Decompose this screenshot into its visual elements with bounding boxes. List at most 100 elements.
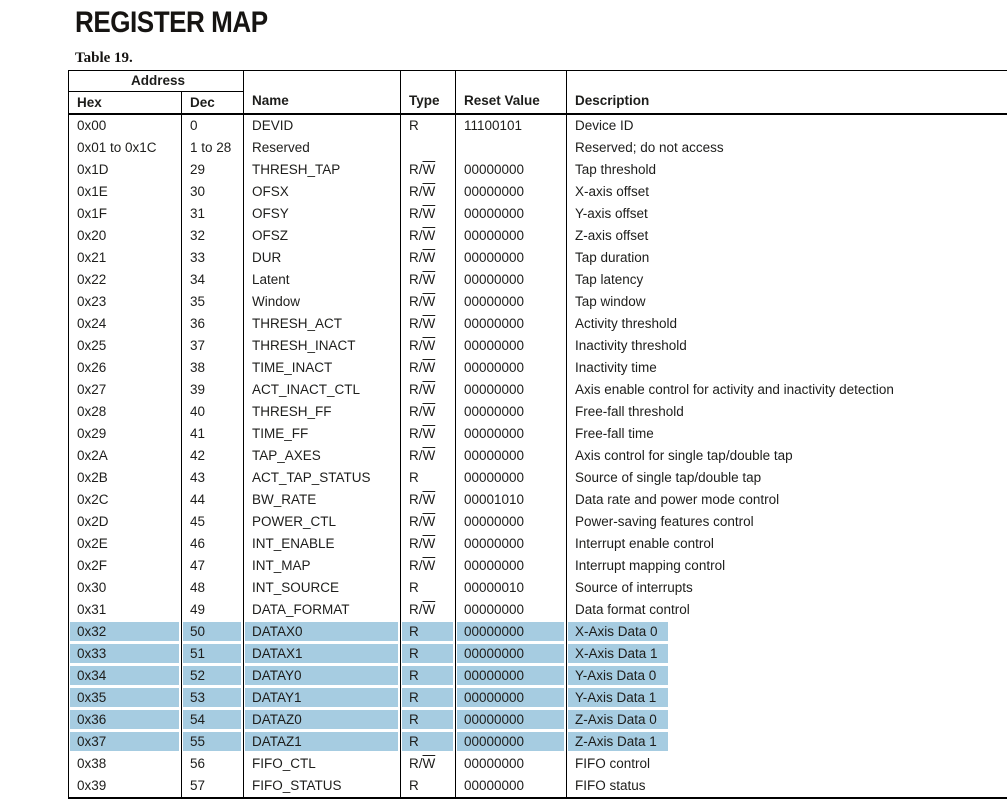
register-reset-value: 00000000 [455,202,567,225]
register-description: Interrupt mapping control [566,554,1007,577]
register-address-hex: 0x26 [77,359,107,375]
register-type: R/W [400,180,456,203]
register-name: DUR [243,246,401,269]
type-write-overline: W [422,227,436,243]
type-write-overline: W [422,601,436,617]
register-address-dec: 42 [181,444,244,467]
register-name: OFSY [243,202,401,225]
table-row: 0x36 54 DATAZ0 R 00000000 Z-Axis Data 0 [68,708,1007,731]
type-read-part: R [409,117,419,133]
type-write-overline: W [422,249,436,265]
type-read-part: R [409,711,419,727]
register-name: POWER_CTL [243,510,401,533]
register-address-dec: 55 [181,730,244,753]
table-row: 0x2E 46 INT_ENABLE R/W 00000000 Interrup… [69,532,1007,555]
register-table-body: 0x00 0 DEVID R 11100101 Device ID 0x01 t… [68,113,1007,798]
register-name: INT_SOURCE [243,576,401,599]
type-write-overline: W [422,337,436,353]
register-description: Y-Axis Data 0 [566,664,1007,687]
register-type: R/W [400,158,456,181]
register-reset-value: 00000000 [455,620,567,643]
register-reset-value: 00000000 [455,422,567,445]
table-row: 0x30 48 INT_SOURCE R 00000010 Source of … [69,576,1007,599]
register-address-hex: 0x36 [68,708,182,731]
table-row: 0x2A 42 TAP_AXES R/W 00000000 Axis contr… [69,444,1007,467]
table-row: 0x2F 47 INT_MAP R/W 00000000 Interrupt m… [69,554,1007,577]
register-address-dec: 47 [181,554,244,577]
register-address-dec: 33 [181,246,244,269]
type-read-part: R [409,645,419,661]
register-reset-value: 00000000 [455,224,567,247]
type-read-part: R [409,777,419,793]
register-address-dec: 56 [181,752,244,775]
register-description: Axis enable control for activity and ina… [566,378,1007,401]
register-address-hex: 0x38 [77,755,107,771]
register-reset-value: 00000000 [455,444,567,467]
type-read-part: R/ [409,513,423,529]
register-type: R/W [400,488,456,511]
register-name: Latent [243,268,401,291]
register-name: TAP_AXES [243,444,401,467]
register-address-hex: 0x22 [77,271,107,287]
register-name: DATAY1 [243,686,401,709]
type-write-overline: W [422,359,436,375]
register-address-dec: 0 [181,113,244,137]
page-title: REGISTER MAP [75,6,268,39]
type-read-part: R [409,733,419,749]
register-address-dec: 49 [181,598,244,621]
register-name: THRESH_INACT [243,334,401,357]
register-address-dec: 44 [181,488,244,511]
table-caption: Table 19. [75,50,133,66]
table-row: 0x2D 45 POWER_CTL R/W 00000000 Power-sav… [69,510,1007,533]
register-address-dec: 32 [181,224,244,247]
register-reset-value: 00000000 [455,554,567,577]
register-name: DATA_FORMAT [243,598,401,621]
register-address-hex: 0x24 [77,315,107,331]
type-read-part: R/ [409,161,423,177]
register-type: R [400,664,456,687]
type-write-overline: W [422,161,436,177]
register-description: Reserved; do not access [566,136,1007,159]
type-write-overline: W [422,425,436,441]
register-address-dec: 31 [181,202,244,225]
header-group-row: Address Name Type Reset Value Descriptio… [68,70,1007,115]
register-address-hex: 0x37 [68,730,182,753]
register-name: OFSZ [243,224,401,247]
type-read-part: R [409,623,419,639]
type-read-part: R/ [409,205,423,221]
register-description: Interrupt enable control [566,532,1007,555]
register-address-dec: 54 [181,708,244,731]
register-address-hex: 0x1D [77,161,109,177]
register-description: Power-saving features control [566,510,1007,533]
register-reset-value: 00001010 [455,488,567,511]
register-address-dec: 37 [181,334,244,357]
register-name: DATAX0 [243,620,401,643]
type-write-overline: W [422,447,436,463]
header-dec: Dec [181,91,244,115]
register-description: Y-Axis Data 1 [566,686,1007,709]
register-reset-value: 00000000 [455,686,567,709]
type-read-part: R [409,579,419,595]
register-reset-value: 00000000 [455,466,567,489]
register-reset-value: 00000000 [455,158,567,181]
table-row: 0x38 56 FIFO_CTL R/W 00000000 FIFO contr… [69,752,1007,775]
register-name: DATAZ1 [243,730,401,753]
register-address-hex: 0x32 [68,620,182,643]
table-row: 0x00 0 DEVID R 11100101 Device ID [69,113,1007,137]
register-name: THRESH_TAP [243,158,401,181]
register-description: FIFO status [566,774,1007,798]
register-type: R/W [400,422,456,445]
register-description: Inactivity threshold [566,334,1007,357]
register-type: R/W [400,532,456,555]
register-address-dec: 35 [181,290,244,313]
register-type: R/W [400,400,456,423]
register-reset-value: 00000000 [455,334,567,357]
register-name: INT_ENABLE [243,532,401,555]
register-type: R/W [400,444,456,467]
type-read-part: R/ [409,535,423,551]
register-description: Source of interrupts [566,576,1007,599]
register-reset-value: 11100101 [455,113,567,137]
table-row: 0x2B 43 ACT_TAP_STATUS R 00000000 Source… [69,466,1007,489]
register-name: Window [243,290,401,313]
register-description: Axis control for single tap/double tap [566,444,1007,467]
